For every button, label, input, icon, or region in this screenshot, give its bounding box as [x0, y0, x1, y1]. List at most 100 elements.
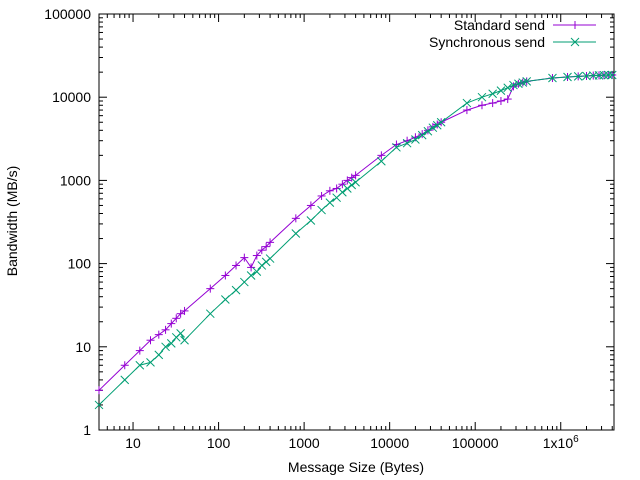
data-point — [240, 253, 249, 262]
data-point — [247, 263, 256, 272]
data-point — [563, 72, 572, 82]
data-point — [462, 106, 471, 115]
data-point — [522, 77, 532, 86]
data-point — [573, 72, 583, 81]
data-point — [548, 73, 557, 83]
data-point — [257, 246, 266, 255]
plot-area — [94, 70, 617, 410]
data-point — [291, 229, 301, 238]
data-point — [180, 306, 189, 315]
data-point — [161, 325, 170, 334]
legend-marker — [571, 21, 579, 29]
data-point — [503, 83, 513, 93]
y-tick-label: 10000 — [52, 89, 91, 105]
data-point — [509, 80, 518, 90]
axes: 1 10 100 1000 10000 100000 10 100 1000 10000 10000… — [44, 6, 615, 451]
data-point — [154, 330, 163, 339]
data-point — [332, 184, 341, 193]
data-point — [135, 346, 144, 355]
data-point — [120, 375, 130, 385]
data-point — [607, 70, 617, 80]
data-point — [161, 342, 170, 352]
data-point — [95, 386, 103, 395]
data-point — [154, 350, 164, 360]
legend-item: Synchronous send — [429, 34, 596, 50]
series-line — [98, 74, 613, 406]
legend-item: Standard send — [454, 17, 596, 33]
data-point — [436, 117, 446, 127]
data-point — [206, 284, 215, 293]
data-point — [167, 319, 176, 328]
data-point — [146, 358, 155, 367]
data-point — [496, 97, 505, 106]
data-point — [180, 335, 189, 345]
data-point — [338, 180, 347, 189]
data-point — [417, 130, 427, 140]
data-point — [266, 238, 275, 247]
data-point — [325, 198, 335, 208]
data-point — [503, 95, 512, 104]
x-tick-label: 10000 — [370, 435, 409, 451]
series-line — [98, 74, 613, 391]
data-point — [232, 261, 241, 270]
data-point — [432, 120, 442, 130]
data-point — [306, 216, 316, 225]
data-point — [477, 101, 486, 110]
x-tick-label: 10 — [125, 435, 141, 451]
data-point — [423, 126, 433, 136]
x-tick-label: 100000 — [452, 435, 499, 451]
y-tick-label: 10 — [75, 339, 91, 355]
data-point — [252, 251, 261, 260]
data-point — [392, 142, 401, 152]
data-point — [239, 277, 249, 287]
data-point — [262, 242, 271, 251]
data-point — [351, 177, 360, 187]
data-point — [402, 138, 412, 148]
data-point — [257, 261, 267, 270]
data-point — [135, 360, 145, 370]
data-point — [488, 99, 497, 108]
data-point — [252, 267, 262, 277]
data-point — [176, 329, 185, 338]
data-point — [325, 186, 334, 195]
data-point — [317, 205, 326, 215]
y-tick-label: 100000 — [44, 6, 91, 22]
data-point — [477, 92, 487, 102]
y-tick-label: 1000 — [60, 172, 91, 188]
data-point — [342, 184, 352, 193]
y-tick-label: 1 — [83, 422, 91, 438]
x-tick-label: 1x106 — [543, 434, 579, 451]
x-tick-label: 1000 — [289, 435, 320, 451]
x-tick-label: 100 — [207, 435, 231, 451]
data-point — [599, 70, 609, 80]
data-point — [377, 156, 386, 166]
legend-marker — [570, 37, 580, 47]
data-point — [488, 89, 498, 99]
data-point — [428, 123, 438, 133]
data-point — [377, 151, 386, 160]
data-point — [291, 214, 300, 223]
y-axis-title: Bandwidth (MB/s) — [4, 166, 20, 276]
data-point — [166, 339, 176, 348]
series-synchronous-send — [94, 70, 617, 410]
x-axis-title: Message Size (Bytes) — [288, 459, 424, 475]
data-point — [462, 98, 472, 108]
data-point — [120, 361, 129, 370]
data-point — [246, 271, 256, 280]
data-point — [146, 336, 155, 345]
data-point — [220, 295, 230, 304]
data-point — [343, 176, 352, 185]
data-point — [496, 86, 506, 95]
data-point — [306, 201, 315, 210]
data-point — [411, 135, 420, 144]
data-point — [221, 271, 230, 280]
data-point — [582, 71, 591, 81]
plot-frame — [98, 13, 615, 431]
y-tick-label: 100 — [68, 256, 92, 272]
data-point — [338, 187, 347, 197]
data-point — [603, 70, 613, 80]
legend-label: Standard send — [454, 17, 545, 33]
data-point — [205, 309, 215, 319]
